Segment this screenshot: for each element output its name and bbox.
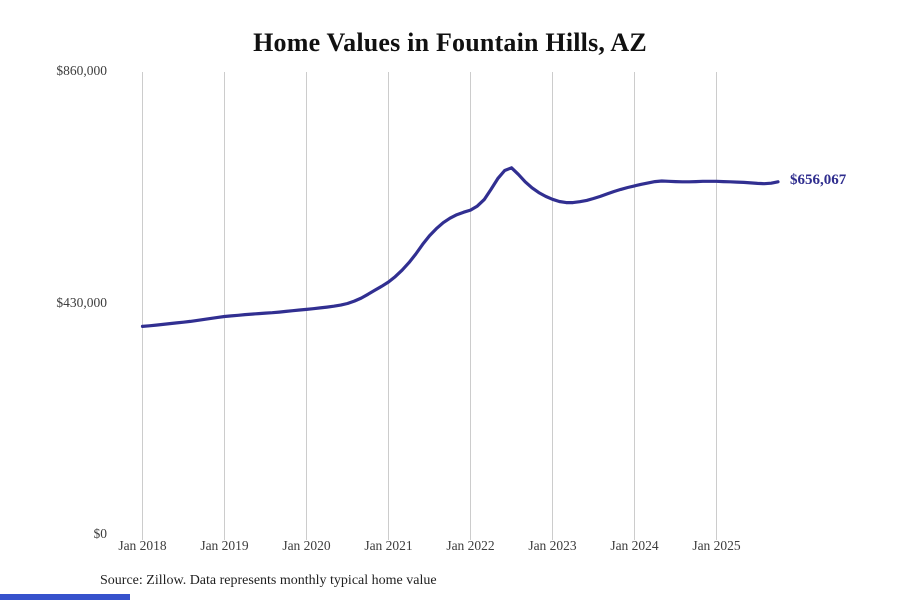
x-axis-label: Jan 2022 xyxy=(446,538,495,553)
x-axis-label: Jan 2020 xyxy=(282,538,331,553)
y-axis: $860,000 $430,000 $0 xyxy=(0,0,107,600)
x-axis-label: Jan 2025 xyxy=(692,538,741,553)
y-axis-label: $430,000 xyxy=(56,294,107,310)
y-axis-label: $860,000 xyxy=(56,63,107,78)
x-axis-label: Jan 2018 xyxy=(118,538,167,553)
y-axis-label: $0 xyxy=(93,526,108,541)
x-axis-label: Jan 2019 xyxy=(200,538,249,553)
chart-title: Home Values in Fountain Hills, AZ xyxy=(253,28,647,57)
x-axis-label: Jan 2023 xyxy=(528,538,577,553)
x-axis-label: Jan 2024 xyxy=(610,538,659,553)
accent-bar xyxy=(0,594,130,600)
latest-value-label: $656,067 xyxy=(790,171,847,188)
home-value-line xyxy=(140,166,780,328)
source-note: Source: Zillow. Data represents monthly … xyxy=(100,573,437,588)
x-axis-label: Jan 2021 xyxy=(364,538,413,553)
